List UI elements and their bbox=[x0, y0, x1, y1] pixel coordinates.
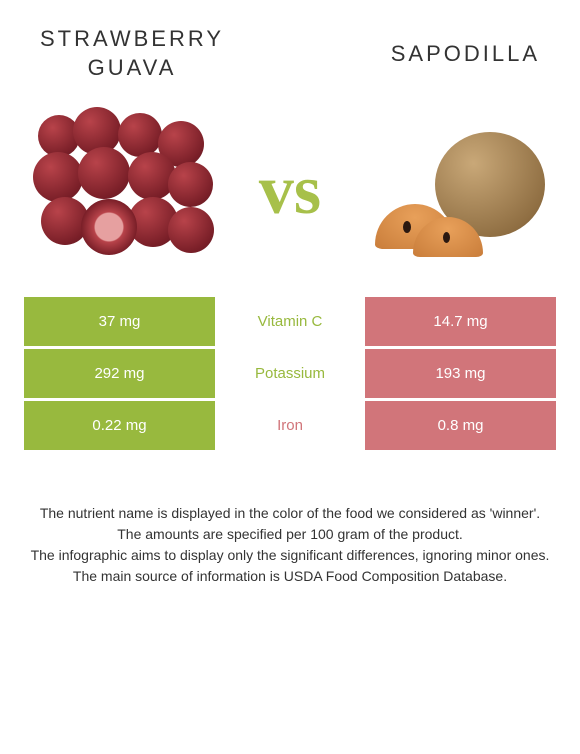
header: STRAWBERRY GUAVA SAPODILLA bbox=[0, 0, 580, 92]
vs-label: vs bbox=[259, 151, 321, 231]
nutrient-label: Potassium bbox=[215, 349, 365, 398]
left-title-line1: STRAWBERRY bbox=[40, 25, 224, 54]
note-line: The amounts are specified per 100 gram o… bbox=[30, 524, 550, 545]
sapodilla-image bbox=[365, 102, 550, 272]
nutrient-label: Iron bbox=[215, 401, 365, 450]
footer-notes: The nutrient name is displayed in the co… bbox=[0, 453, 580, 607]
note-line: The infographic aims to display only the… bbox=[30, 545, 550, 566]
nutrient-label: Vitamin C bbox=[215, 297, 365, 346]
table-row: 292 mgPotassium193 mg bbox=[24, 349, 556, 398]
left-value-cell: 292 mg bbox=[24, 349, 215, 398]
right-value-cell: 0.8 mg bbox=[365, 401, 556, 450]
left-title-line2: GUAVA bbox=[40, 54, 224, 83]
images-row: vs bbox=[0, 92, 580, 297]
table-row: 0.22 mgIron0.8 mg bbox=[24, 401, 556, 450]
note-line: The main source of information is USDA F… bbox=[30, 566, 550, 587]
left-food-title: STRAWBERRY GUAVA bbox=[40, 25, 224, 82]
table-row: 37 mgVitamin C14.7 mg bbox=[24, 297, 556, 346]
left-value-cell: 37 mg bbox=[24, 297, 215, 346]
right-food-title: SAPODILLA bbox=[391, 41, 540, 67]
right-value-cell: 14.7 mg bbox=[365, 297, 556, 346]
note-line: The nutrient name is displayed in the co… bbox=[30, 503, 550, 524]
comparison-table: 37 mgVitamin C14.7 mg292 mgPotassium193 … bbox=[0, 297, 580, 450]
left-value-cell: 0.22 mg bbox=[24, 401, 215, 450]
strawberry-guava-image bbox=[30, 102, 215, 272]
right-value-cell: 193 mg bbox=[365, 349, 556, 398]
